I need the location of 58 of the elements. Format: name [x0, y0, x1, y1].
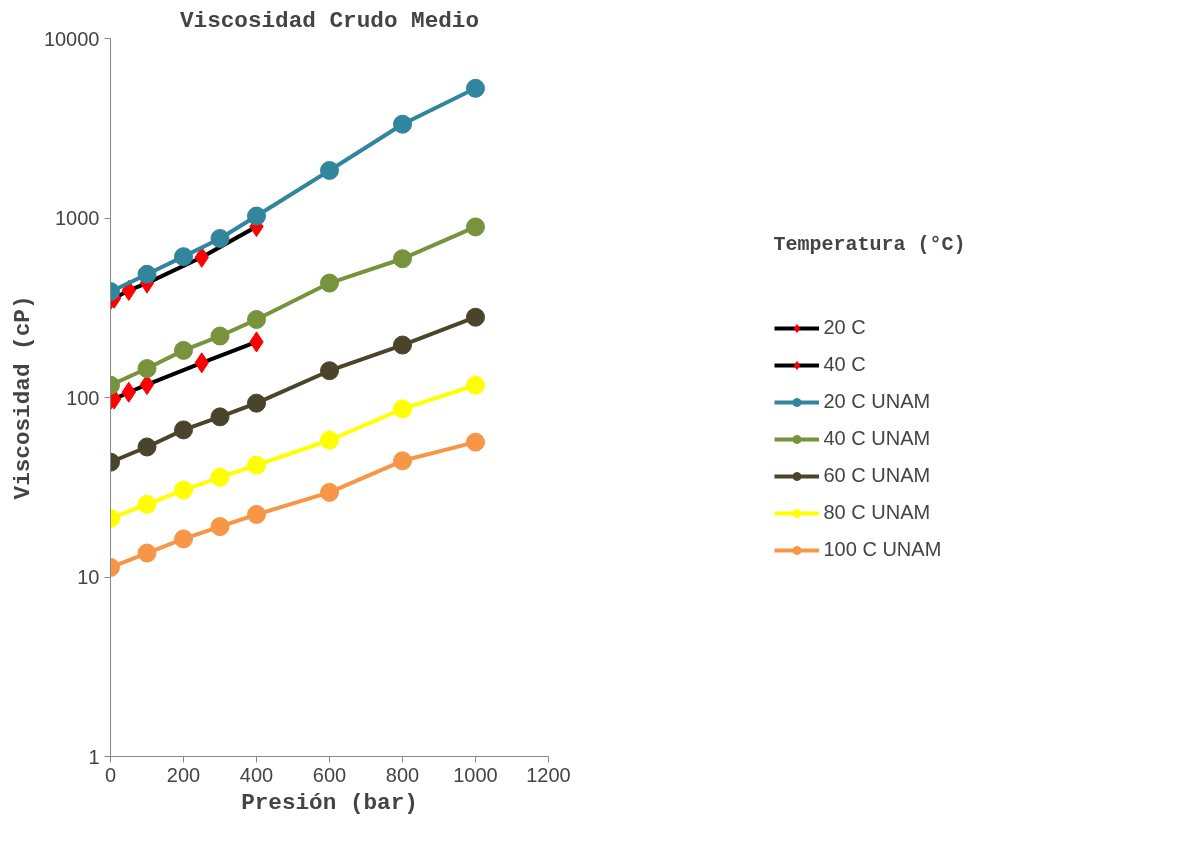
point	[466, 307, 485, 327]
y-tick-label: 10000	[43, 27, 100, 50]
y-axis-title: Viscosidad (cP)	[9, 295, 36, 500]
legend-label: 80 C UNAM	[823, 501, 931, 524]
y-tick-label: 1	[88, 745, 100, 768]
y-tick-label: 1000	[55, 207, 100, 229]
x-tick-label: 1200	[526, 763, 571, 786]
legend-label: 40 C UNAM	[823, 427, 931, 450]
legend-title: Temperatura (°C)	[773, 233, 966, 256]
x-tick-label: 200	[166, 763, 201, 786]
x-tick-label: 600	[312, 763, 347, 786]
point	[137, 437, 157, 457]
x-tick-label: 1000	[453, 763, 498, 786]
point	[137, 543, 157, 563]
legend-label: 20 C	[823, 316, 866, 339]
point	[210, 228, 230, 248]
point	[320, 160, 339, 180]
point	[320, 361, 339, 381]
legend-label: 100 C UNAM	[823, 538, 942, 561]
point	[174, 420, 193, 440]
point	[137, 359, 157, 379]
point	[210, 517, 230, 537]
point	[247, 310, 266, 329]
point	[393, 114, 412, 134]
chart-title: Viscosidad Crudo Medio	[179, 7, 480, 34]
x-tick-label: 400	[239, 763, 274, 786]
point	[174, 480, 193, 500]
y-tick-label: 100	[66, 386, 100, 409]
legend-label: 60 C UNAM	[823, 464, 931, 487]
point	[320, 273, 339, 293]
point	[393, 249, 412, 269]
x-tick-label: 800	[385, 763, 420, 786]
point	[210, 467, 230, 487]
point	[466, 78, 485, 98]
point	[174, 247, 193, 267]
point	[247, 206, 266, 226]
point	[393, 399, 412, 419]
y-tick-label: 10	[77, 566, 100, 588]
x-axis-title: Presión (bar)	[241, 789, 418, 816]
point	[210, 407, 230, 427]
point	[137, 264, 157, 284]
point	[320, 482, 339, 502]
point	[393, 335, 412, 355]
point	[174, 529, 193, 549]
point	[137, 494, 157, 514]
legend-label: 40 C	[823, 353, 866, 376]
point	[174, 340, 193, 360]
point	[247, 505, 266, 524]
point	[466, 375, 485, 395]
point	[393, 451, 412, 471]
legend-label: 20 C UNAM	[823, 390, 931, 413]
point	[210, 326, 230, 346]
point	[466, 217, 485, 237]
point	[247, 393, 266, 413]
point	[320, 430, 339, 450]
point	[247, 455, 266, 475]
point	[466, 432, 485, 452]
x-tick-label: 0	[104, 763, 117, 786]
